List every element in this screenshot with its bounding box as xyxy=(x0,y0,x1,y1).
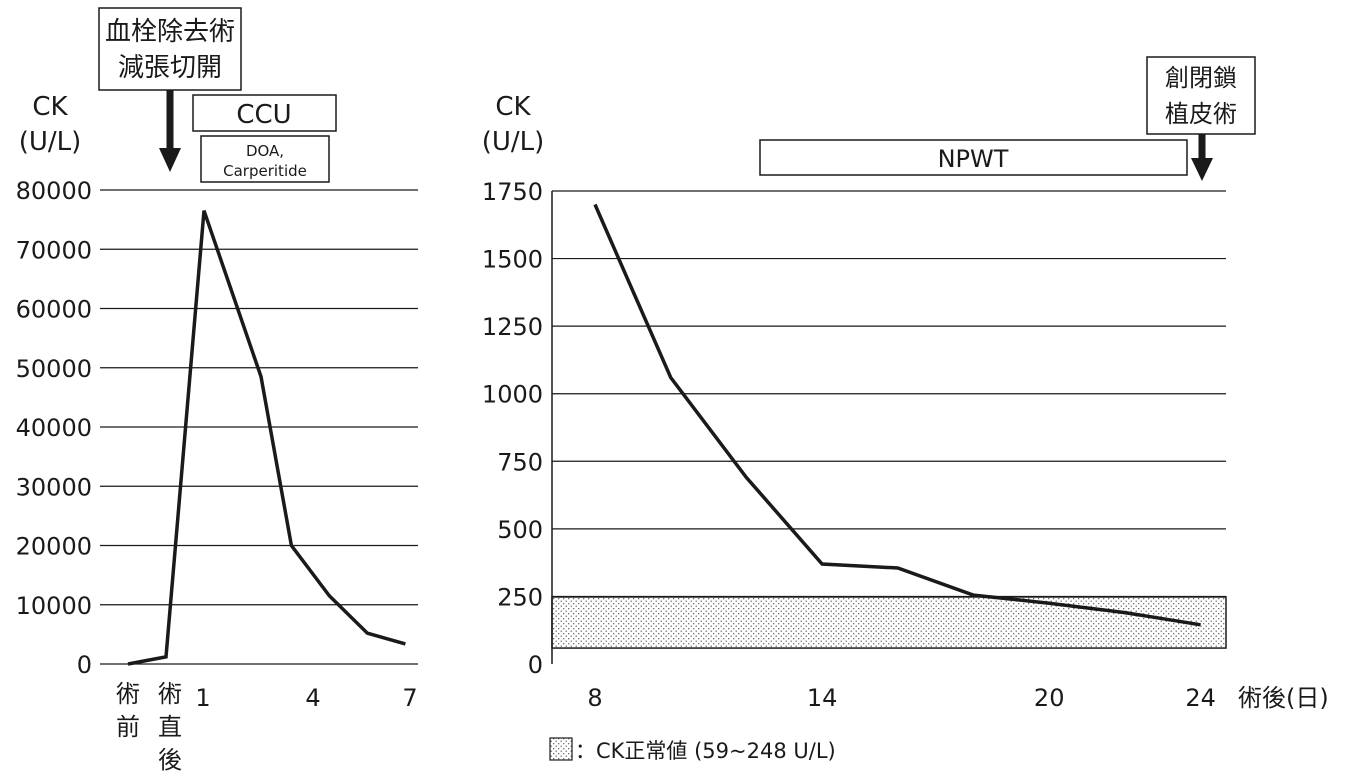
ccu-box xyxy=(192,94,337,132)
left-y-tick-label: 60000 xyxy=(16,296,92,324)
right-x-tick-label: 14 xyxy=(807,684,838,712)
left-y-tick-label: 20000 xyxy=(16,533,92,561)
drug-box xyxy=(200,135,330,183)
surgery-label-line-2: 減張切開 xyxy=(118,53,222,83)
left-x-tick-label: 直 xyxy=(158,713,182,741)
left-x-tick-label: 術 xyxy=(116,680,140,708)
left-y-ticks: 0 10000 20000 30000 40000 50000 60000 70000 8000… xyxy=(16,177,92,679)
left-y-label-1: CK xyxy=(32,92,68,122)
right-y-tick-label: 250 xyxy=(497,583,543,611)
right-x-tick-label: 24 xyxy=(1185,684,1216,712)
left-x-tick-label: 術 xyxy=(158,680,182,708)
right-chart: 0 250 500 750 1000 1250 1500 1750 8 14 20 24 CK (U… xyxy=(482,56,1329,763)
normal-range-legend: ：CK正常値 (59~248 U/L) xyxy=(549,737,836,763)
legend-text: ：CK正常値 (59~248 U/L) xyxy=(575,739,836,763)
npwt-label: NPWT xyxy=(938,145,1009,173)
right-x-ticks: 8 14 20 24 xyxy=(587,684,1216,712)
right-series xyxy=(593,203,1201,627)
left-x-tick-label: 後 xyxy=(158,746,182,772)
left-y-tick-label: 70000 xyxy=(16,236,92,264)
right-y-label-1: CK xyxy=(495,92,531,122)
right-y-tick-label: 1000 xyxy=(482,381,543,409)
left-x-tick-label: 4 xyxy=(305,684,320,712)
left-ck-line xyxy=(127,210,406,666)
right-y-tick-label: 500 xyxy=(497,516,543,544)
closure-annotation: 創閉鎖 植皮術 xyxy=(1146,56,1256,181)
surgery-arrow-head xyxy=(159,148,181,172)
right-x-tick-label: 8 xyxy=(587,684,602,712)
ccu-period: CCU xyxy=(192,94,337,132)
left-series xyxy=(127,210,406,666)
normal-range-band xyxy=(551,596,1227,649)
closure-label-line-1: 創閉鎖 xyxy=(1165,64,1237,92)
left-x-tick-label: 1 xyxy=(195,684,210,712)
closure-arrow-head xyxy=(1191,158,1213,181)
right-x-axis-label: 術後(日) xyxy=(1238,684,1329,712)
right-y-tick-label: 1750 xyxy=(482,178,543,206)
left-y-label-2: (U/L) xyxy=(19,127,82,157)
drug-label-line-2: Carperitide xyxy=(223,162,307,180)
right-y-tick-label: 1250 xyxy=(482,313,543,341)
drug-period: DOA, Carperitide xyxy=(200,135,330,183)
surgery-label-line-1: 血栓除去術 xyxy=(105,17,235,47)
left-y-tick-label: 10000 xyxy=(16,592,92,620)
left-chart: 0 10000 20000 30000 40000 50000 60000 70000 8000… xyxy=(16,7,418,772)
left-y-tick-label: 40000 xyxy=(16,414,92,442)
closure-label-line-2: 植皮術 xyxy=(1165,100,1237,128)
left-grid xyxy=(100,189,418,665)
left-y-tick-label: 30000 xyxy=(16,473,92,501)
right-y-tick-label: 750 xyxy=(497,448,543,476)
right-y-tick-label: 1500 xyxy=(482,246,543,274)
left-y-tick-label: 80000 xyxy=(16,177,92,205)
closure-label-box xyxy=(1146,56,1256,135)
surgery-label-box xyxy=(98,7,242,91)
right-ck-line xyxy=(593,203,1201,627)
ccu-label: CCU xyxy=(236,100,291,130)
right-y-label-2: (U/L) xyxy=(482,127,545,157)
left-x-tick-label: 前 xyxy=(116,713,140,741)
left-x-tick-label: 7 xyxy=(402,684,417,712)
right-y-tick-label: 0 xyxy=(528,651,543,679)
right-y-ticks: 0 250 500 750 1000 1250 1500 1750 xyxy=(482,178,543,679)
drug-label-line-1: DOA, xyxy=(246,142,284,160)
npwt-period: NPWT xyxy=(759,139,1188,176)
left-surgery-annotation: 血栓除去術 減張切開 xyxy=(98,7,242,172)
left-y-tick-label: 0 xyxy=(77,651,92,679)
legend-swatch xyxy=(549,737,573,761)
right-grid xyxy=(551,190,1226,664)
right-x-tick-label: 20 xyxy=(1034,684,1065,712)
left-y-tick-label: 50000 xyxy=(16,355,92,383)
npwt-box xyxy=(759,139,1188,176)
